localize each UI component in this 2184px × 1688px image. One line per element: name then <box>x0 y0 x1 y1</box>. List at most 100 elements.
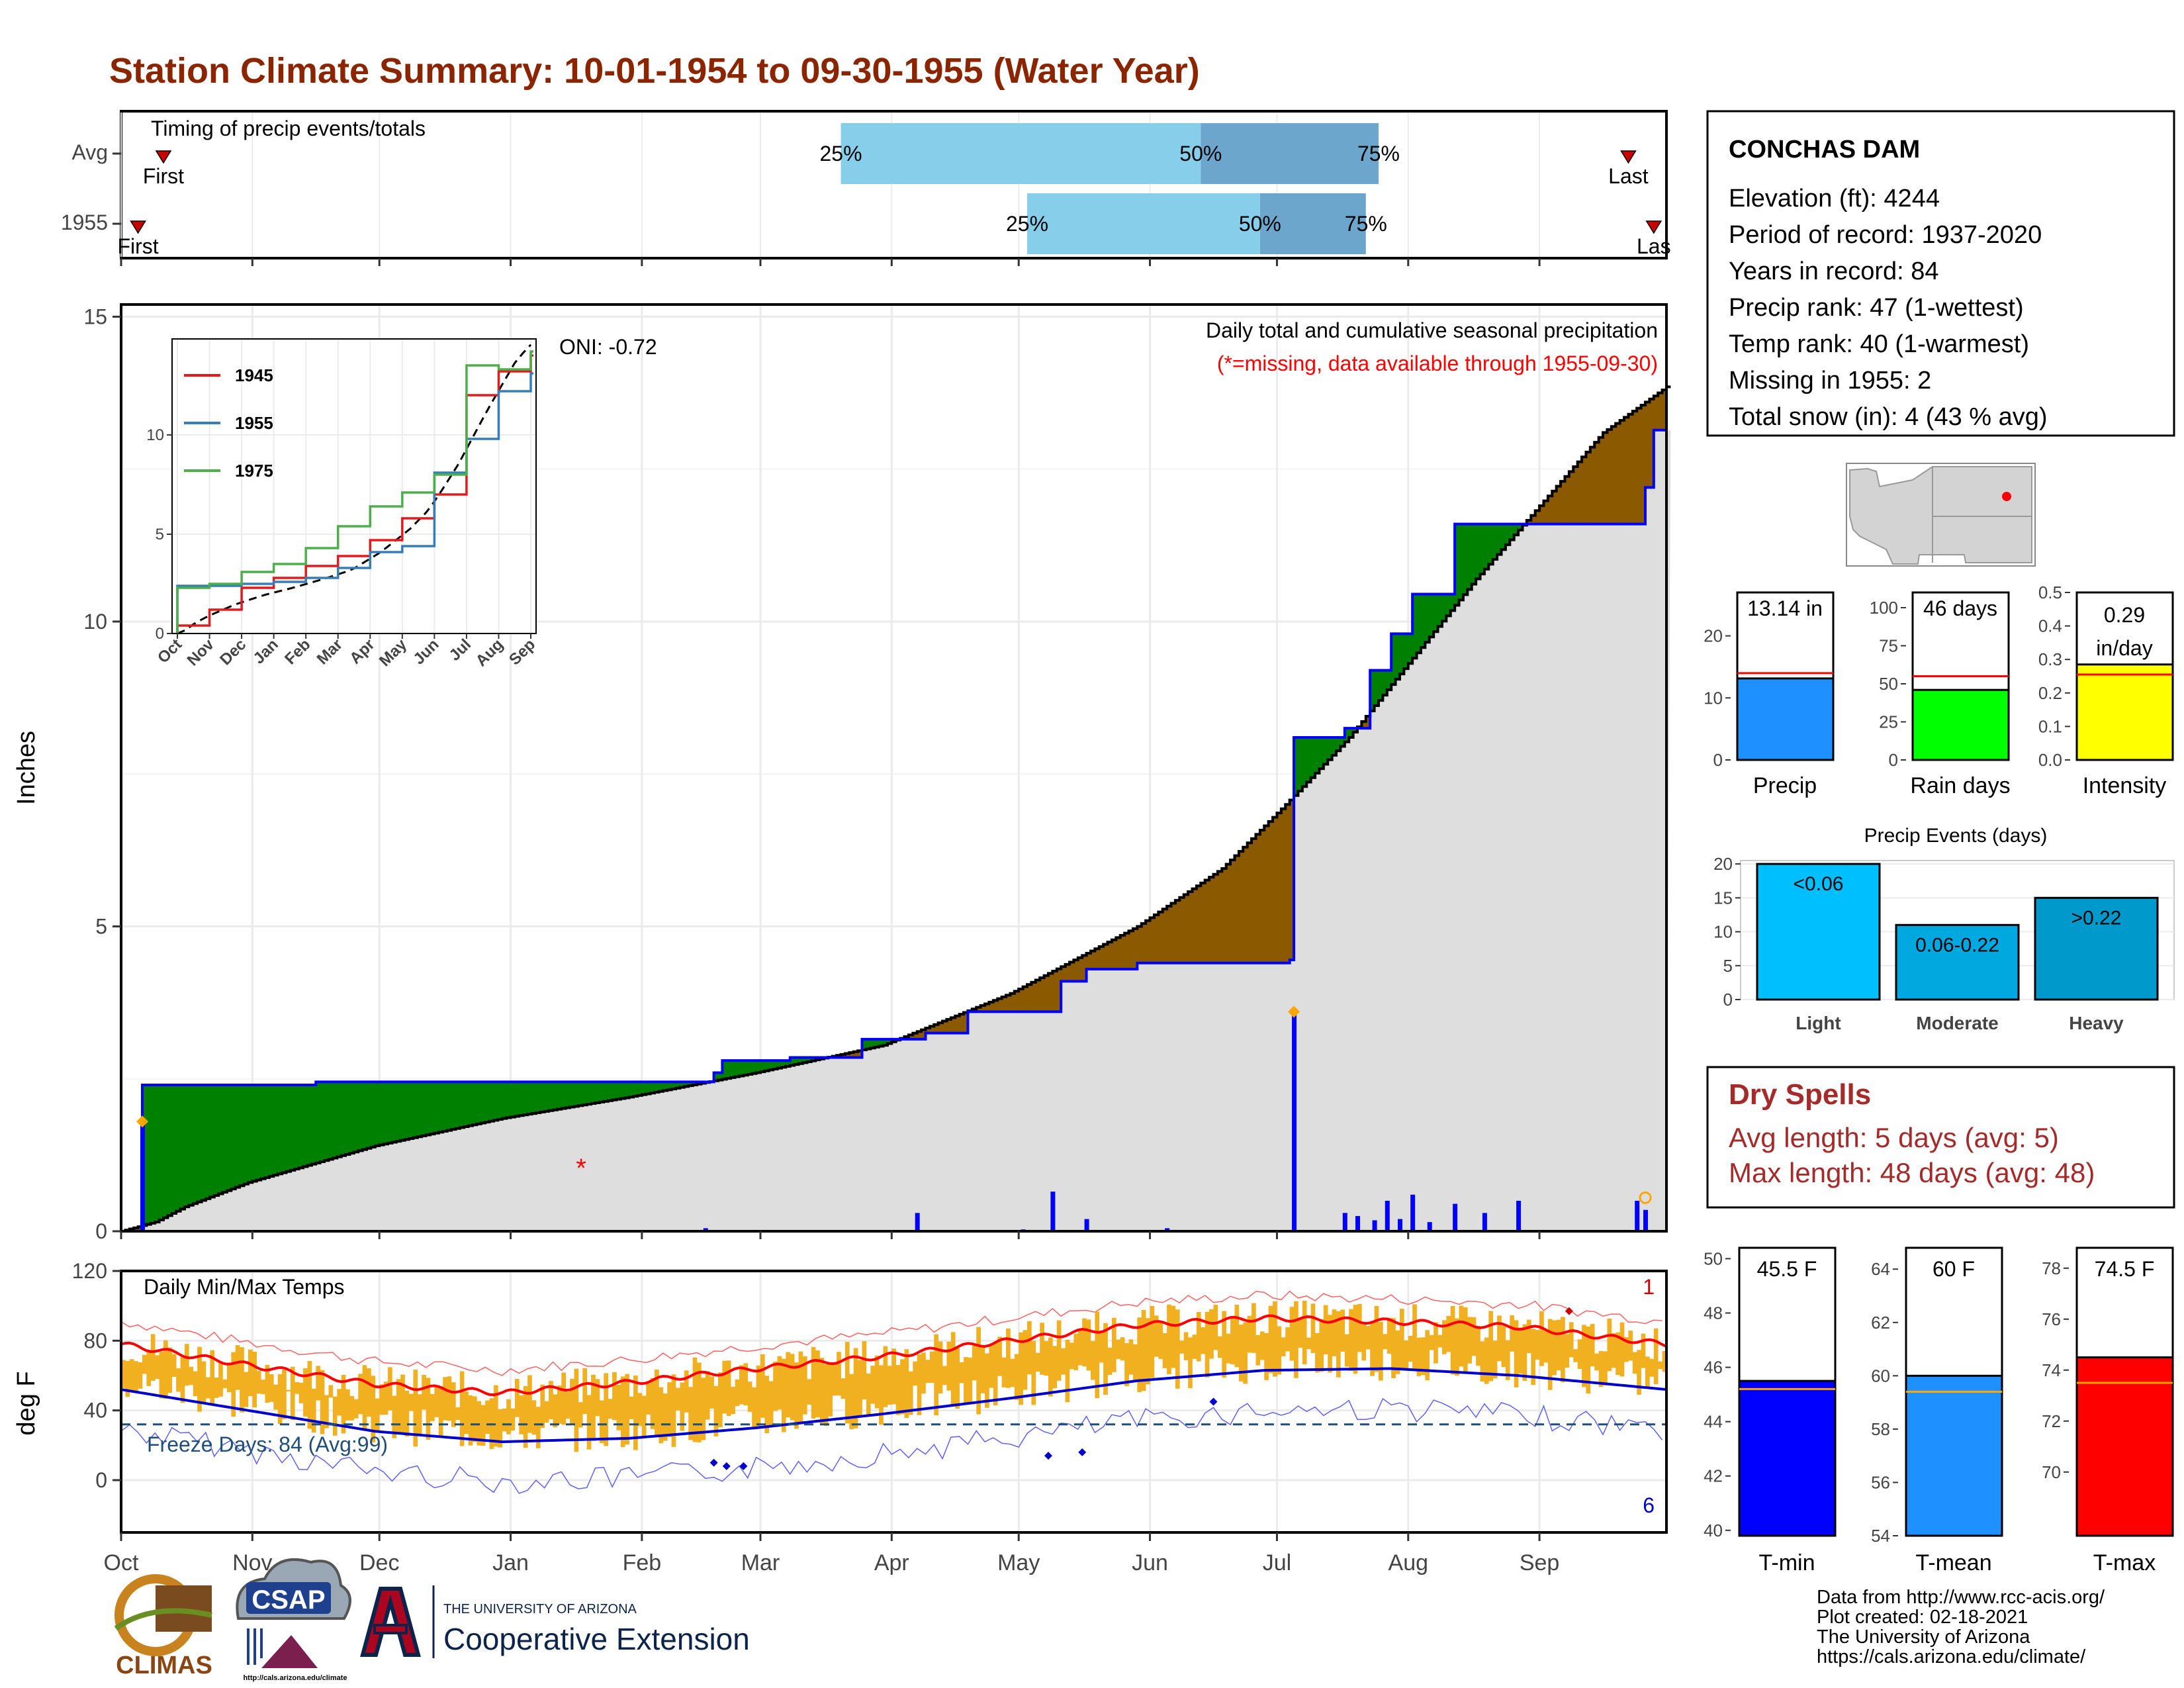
temp-daily-bar <box>1484 1337 1489 1384</box>
temp-daily-bar <box>1141 1309 1146 1391</box>
temp-daily-bar <box>371 1376 376 1442</box>
temp-avg-min-line <box>120 1367 1667 1444</box>
tmin-summary-ytick-label: 44 <box>1704 1412 1723 1432</box>
timing-bar-50-75 <box>1201 123 1379 184</box>
temp-daily-bar <box>887 1366 892 1405</box>
temp-daily-bar <box>608 1399 613 1419</box>
temp-daily-bar <box>1653 1328 1659 1385</box>
temp-daily-bar <box>438 1386 443 1438</box>
precip-departure-fill <box>489 1082 494 1121</box>
temp-daily-bar <box>964 1357 968 1403</box>
intensity-summary-unit: in/day <box>2096 636 2152 660</box>
precip-daily-bar <box>1165 1228 1170 1231</box>
precip-daily-bar <box>140 1121 145 1231</box>
precip-departure-fill <box>684 1082 689 1087</box>
precip-departure-fill <box>341 1082 346 1156</box>
temp-daily-bar <box>392 1395 397 1438</box>
temp-daily-bar <box>447 1376 452 1421</box>
temp-daily-bar <box>921 1352 926 1394</box>
precip-departure-fill <box>163 1084 168 1218</box>
precip-departure-fill <box>409 1082 414 1139</box>
precip-departure-fill <box>921 1029 927 1039</box>
temp-daily-bar <box>256 1370 261 1394</box>
temp-daily-bar <box>968 1357 973 1403</box>
precip-departure-fill <box>261 1084 266 1179</box>
temp-daily-bar <box>798 1351 803 1425</box>
tmean-summary-ytick-label: 60 <box>1871 1366 1890 1385</box>
precip-departure-fill <box>1006 995 1011 1012</box>
precip-departure-fill <box>849 1053 854 1058</box>
precip-departure-fill <box>1137 926 1142 963</box>
temp-daily-bar <box>388 1367 392 1411</box>
precip-departure-fill <box>1289 800 1295 961</box>
temp-daily-bar <box>455 1407 461 1421</box>
precip-departure-fill <box>959 1014 964 1033</box>
intensity-summary-ytick-label: 0.3 <box>2038 649 2062 669</box>
precip-departure-fill <box>1306 737 1312 782</box>
temp-daily-bar <box>756 1365 761 1427</box>
temp-daily-bar <box>1077 1329 1083 1366</box>
precip-daily-bar <box>1516 1200 1522 1231</box>
precip-departure-fill <box>1179 897 1185 963</box>
precip-departure-fill <box>1205 880 1210 963</box>
temp-record-high-marker <box>1565 1307 1573 1315</box>
footer-line-created: Plot created: 02-18-2021 <box>1817 1607 2028 1628</box>
temp-daily-bar <box>485 1400 490 1434</box>
precip-summary-ytick-label: 0 <box>1713 750 1723 770</box>
temp-daily-bar <box>680 1382 685 1431</box>
precip-departure-fill <box>1404 633 1409 669</box>
temp-daily-bar <box>125 1360 130 1397</box>
precip-departure-fill <box>1255 834 1261 963</box>
temp-daily-bar <box>565 1391 570 1419</box>
tmax-summary-bar <box>2075 1356 2174 1537</box>
temp-daily-bar <box>942 1366 947 1385</box>
temp-daily-bar <box>451 1382 456 1427</box>
precip-departure-fill <box>1455 524 1460 606</box>
events-title: Precip Events (days) <box>1864 825 2048 847</box>
precip-departure-fill <box>1328 737 1333 760</box>
precip-departure-fill <box>1230 860 1236 963</box>
station-years: Years in record: 84 <box>1729 258 1939 285</box>
temp-daily-bar <box>1031 1340 1036 1405</box>
precip-departure-fill <box>502 1082 507 1119</box>
precip-departure-fill <box>193 1084 198 1204</box>
precip-departure-fill <box>167 1084 173 1216</box>
timing-first-marker <box>155 150 172 164</box>
temp-daily-bar <box>662 1393 668 1441</box>
precip-departure-fill <box>671 1082 676 1090</box>
temp-daily-bar <box>561 1372 567 1425</box>
temp-daily-bar <box>1505 1340 1510 1380</box>
precip-departure-fill <box>862 1039 867 1050</box>
precip-departure-fill <box>1535 510 1540 524</box>
precip-departure-fill <box>290 1084 295 1170</box>
precip-departure-fill <box>358 1082 363 1151</box>
precip-departure-fill <box>303 1084 308 1167</box>
temp-daily-bar <box>862 1341 867 1400</box>
temp-daily-bar <box>650 1378 655 1429</box>
precip-base-fill <box>121 430 1671 1231</box>
precip-departure-fill <box>1281 808 1286 963</box>
tmax-summary-ytick-label: 70 <box>2042 1462 2061 1482</box>
temp-daily-bar <box>980 1347 985 1393</box>
precip-departure-fill <box>1019 989 1024 1012</box>
precip-departure-fill <box>1035 980 1040 1012</box>
precip-departure-fill <box>1247 843 1252 963</box>
tmax-summary-label: T-max <box>2093 1550 2156 1575</box>
temp-daily-bar <box>1001 1357 1007 1387</box>
precip-departure-fill <box>349 1082 355 1154</box>
temp-daily-bar <box>1561 1317 1565 1383</box>
month-label: Sep <box>1520 1550 1560 1575</box>
precip-departure-fill <box>1128 931 1134 969</box>
temp-daily-bar <box>404 1390 410 1436</box>
precip-departure-fill <box>1425 594 1430 643</box>
temp-daily-bar <box>946 1341 952 1391</box>
raindays-summary-value: 46 days <box>1923 596 1997 620</box>
precip-departure-fill <box>1120 935 1125 969</box>
precip-departure-fill <box>743 1060 749 1076</box>
temp-daily-bar <box>540 1384 545 1428</box>
precip-departure-fill <box>1175 900 1180 963</box>
inset-ytick-label: 10 <box>146 426 164 444</box>
temp-daily-bar <box>1238 1325 1244 1382</box>
temp-daily-bar <box>519 1395 524 1434</box>
precip-ytick-label: 0 <box>95 1219 107 1243</box>
